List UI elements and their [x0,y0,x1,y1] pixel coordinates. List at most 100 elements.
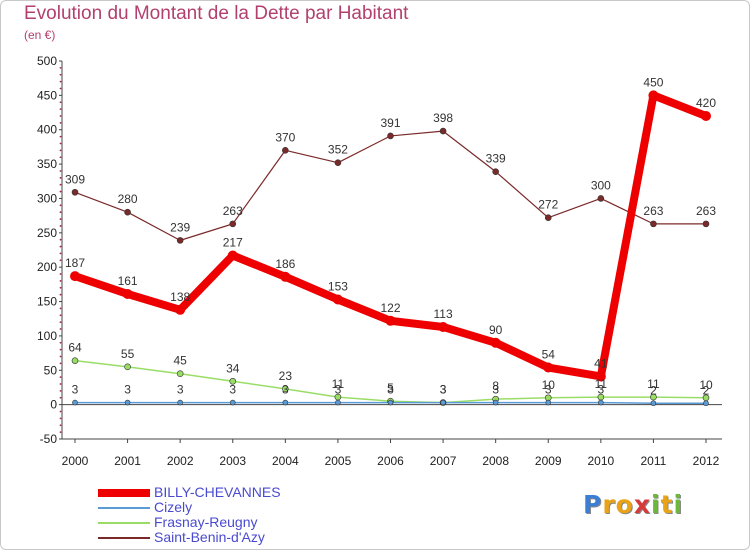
y-minor-tick [59,135,62,138]
data-point [387,132,394,140]
data-label: 11 [647,377,660,391]
data-point [332,294,343,305]
y-minor-tick [59,87,62,90]
data-label: 3 [335,383,342,397]
y-minor-tick [59,101,62,104]
data-point [177,399,183,406]
data-label: 272 [538,198,558,212]
data-point [703,400,709,407]
x-tick-label: 2007 [430,454,457,468]
x-tick-label: 2000 [62,454,89,468]
y-tick-label: 400 [37,123,57,137]
logo-letter: i [651,490,661,519]
data-point [175,304,186,315]
data-point [72,399,78,406]
data-point [438,321,449,332]
y-minor-tick [59,142,62,145]
data-label: 138 [170,290,190,304]
y-minor-tick [59,190,62,193]
legend-item: Saint-Benin-d'Azy [98,529,318,545]
data-label: 187 [65,256,85,270]
data-point [71,357,79,364]
data-label: 2 [703,383,710,397]
x-tick-label: 2012 [693,454,720,468]
data-label: 64 [68,341,82,355]
legend-label: Saint-Benin-d'Azy [154,529,265,545]
data-point [440,399,446,406]
logo-letter: P [583,490,603,519]
data-point [701,110,711,121]
y-minor-tick [59,245,62,248]
data-label: 391 [380,116,400,130]
y-minor-tick [59,225,62,227]
data-point [650,220,657,228]
data-point [544,214,552,221]
y-minor-tick [59,396,62,399]
chart-legend: BILLY-CHEVANNES Cizely Frasnay-Reugny Saint… [98,484,318,545]
data-label: 3 [440,383,447,397]
y-minor-tick [59,252,62,255]
data-point [282,399,289,406]
data-point [650,400,657,407]
data-label: 55 [121,347,135,361]
y-minor-tick [59,286,62,289]
y-minor-tick [59,307,62,310]
y-minor-tick [59,355,62,358]
y-minor-tick [59,218,62,220]
logo-letter: o [615,490,634,519]
data-point [71,188,79,196]
data-label: 34 [226,361,240,375]
data-label: 280 [118,192,138,206]
data-point [650,393,657,401]
y-minor-tick [59,259,62,262]
data-label: 113 [434,307,453,321]
data-label: 122 [380,301,400,315]
legend-label: Cizely [154,499,193,515]
y-tick-label: 250 [37,226,57,240]
y-minor-tick [59,80,62,83]
data-point [229,399,236,406]
legend-label: Frasnay-Reugny [154,514,258,530]
chart-title: Evolution du Montant de la Dette par Hab… [24,3,409,24]
legend-swatch [98,522,150,524]
data-point [385,315,396,326]
y-minor-tick [59,341,62,344]
y-tick-label: -50 [40,432,58,446]
y-minor-tick [59,328,62,330]
data-label: 3 [177,383,184,397]
y-minor-tick [59,204,62,207]
data-point [124,363,131,371]
data-point [439,127,447,135]
data-point [545,399,552,406]
y-minor-tick [59,108,62,111]
data-point [124,208,131,216]
data-label: 300 [591,178,611,192]
y-minor-tick [59,417,62,420]
data-label: 370 [275,130,295,144]
data-label: 450 [643,75,663,89]
legend-item: BILLY-CHEVANNES [98,484,318,500]
x-tick-label: 2008 [482,454,509,468]
proxiti-logo: Proxiti [583,490,683,519]
x-tick-label: 2006 [377,454,404,468]
data-label: 3 [597,383,604,397]
y-minor-tick [59,176,62,179]
y-minor-tick [59,211,62,214]
data-label: 3 [545,383,552,397]
y-minor-tick [59,431,62,434]
data-label: 420 [696,96,716,110]
x-tick-label: 2010 [587,454,614,468]
y-minor-tick [59,183,62,186]
data-point [176,370,184,378]
y-minor-tick [59,273,62,275]
logo-letter: i [673,490,684,519]
x-tick-label: 2004 [272,454,299,468]
y-tick-label: 50 [44,363,58,377]
data-label: 398 [433,111,453,125]
data-label: 45 [173,354,187,368]
y-tick-label: 0 [50,398,57,412]
data-label: 263 [223,204,243,218]
y-minor-tick [59,66,62,69]
y-minor-tick [59,170,62,172]
